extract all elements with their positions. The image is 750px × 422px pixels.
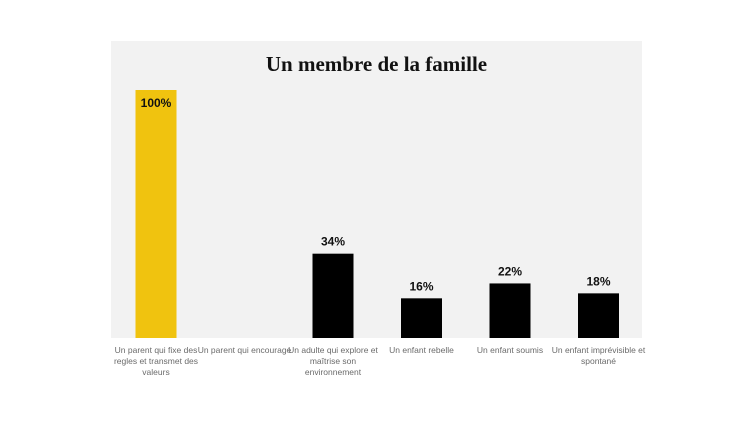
data-label-5: 18% [586, 274, 610, 288]
data-label-4: 22% [498, 264, 522, 278]
category-label-4: Un enfant soumis [476, 345, 544, 355]
chart-area [111, 41, 642, 338]
category-label-3: Un enfant rebelle [389, 345, 454, 355]
chart-title: Un membre de la famille [265, 52, 488, 76]
bar-4 [489, 283, 531, 338]
category-label-2: Un adulte qui explore et maîtrise son en… [288, 345, 378, 377]
bar-5 [578, 293, 619, 338]
data-label-0: 100% [141, 96, 172, 110]
data-label-2: 34% [321, 235, 345, 249]
data-label-3: 16% [409, 279, 433, 293]
bar-2 [312, 253, 354, 338]
category-label-1: Un parent qui encourage [197, 345, 292, 355]
bar-0 [135, 90, 177, 338]
category-label-5: Un enfant imprévisible et spontané [551, 345, 646, 366]
bar-3 [401, 298, 442, 338]
category-label-0: Un parent qui fixe des regles et transme… [113, 345, 199, 377]
